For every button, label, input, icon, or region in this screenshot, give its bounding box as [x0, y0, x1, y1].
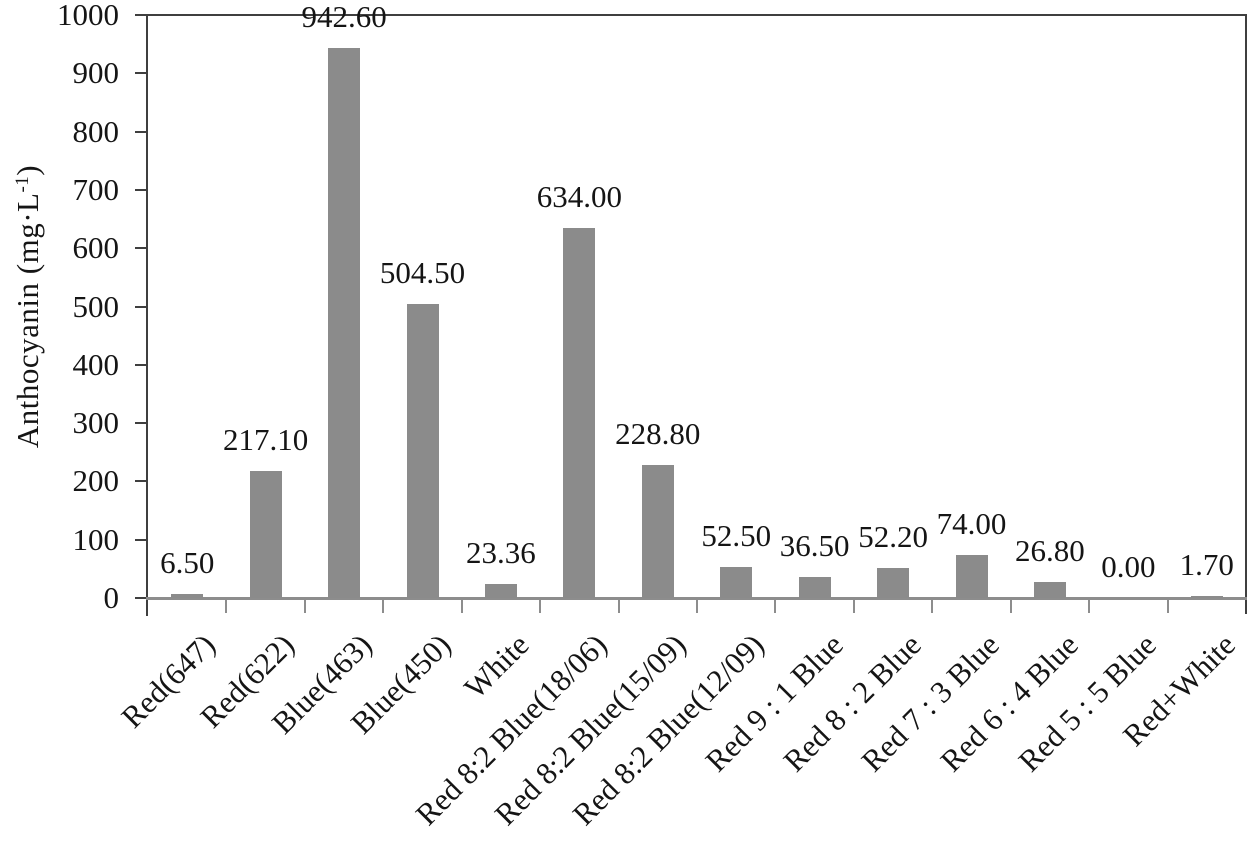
bar	[641, 464, 674, 598]
y-axis-tick-label: 1000	[57, 0, 119, 32]
bar-value-label: 74.00	[936, 505, 1007, 541]
x-axis-tick	[539, 600, 542, 613]
y-axis-tick	[135, 363, 147, 366]
x-axis-tick	[1166, 600, 1169, 613]
bar	[798, 576, 831, 598]
bar	[249, 471, 282, 598]
y-axis-tick-label: 200	[72, 463, 120, 499]
bar-value-label: 52.50	[701, 518, 772, 554]
x-axis-tick	[460, 600, 463, 613]
bar-value-label: 0.00	[1101, 549, 1156, 584]
bar	[1190, 595, 1223, 598]
y-axis-tick-label: 500	[72, 288, 120, 324]
y-axis-tick-label: 300	[72, 405, 120, 441]
y-axis-tick	[135, 247, 147, 250]
bar-value-label: 1.70	[1179, 546, 1234, 582]
y-axis-tick-label: 400	[72, 346, 120, 382]
bar-value-label: 36.50	[779, 527, 850, 563]
bar	[171, 594, 204, 598]
bar-value-label: 26.80	[1015, 533, 1085, 569]
y-axis-tick	[135, 72, 147, 75]
bar	[484, 584, 517, 598]
x-axis-tick	[1009, 600, 1012, 613]
y-axis-tick-label: 900	[72, 55, 120, 91]
bar	[328, 48, 361, 598]
bar	[720, 567, 753, 598]
y-axis-tick	[135, 480, 147, 483]
x-axis-tick	[382, 600, 385, 613]
x-axis-tick	[303, 600, 306, 613]
bar-value-label: 228.80	[615, 415, 701, 451]
bar-value-label: 217.10	[223, 422, 309, 458]
bar-value-label: 634.00	[536, 179, 622, 215]
y-axis-tick	[135, 597, 147, 599]
x-axis-tick	[774, 600, 777, 613]
bar	[877, 567, 910, 598]
x-axis-line	[146, 597, 1247, 600]
y-axis-tick-label: 600	[72, 230, 120, 266]
bar	[563, 228, 596, 598]
x-axis-tick	[225, 600, 228, 613]
bar-value-label: 6.50	[160, 545, 215, 581]
x-axis-tick	[696, 600, 698, 613]
bar-value-label: 942.60	[301, 0, 387, 35]
x-axis-tick	[931, 600, 934, 613]
y-axis-tick-label: 700	[72, 171, 120, 207]
bar-value-label: 23.36	[466, 535, 536, 571]
y-axis-tick	[135, 305, 147, 308]
x-axis-tick	[852, 600, 855, 613]
y-axis-tick-label: 0	[103, 580, 120, 615]
bar-value-label: 52.20	[858, 518, 928, 554]
bar	[1033, 582, 1066, 598]
bar-value-label: 504.50	[379, 254, 466, 290]
x-axis-tick	[617, 600, 620, 613]
y-axis-tick-label: 100	[72, 521, 120, 557]
y-axis-tick	[135, 538, 147, 541]
y-axis-line	[146, 14, 148, 616]
y-axis-tick-label: 800	[72, 113, 120, 149]
plot-frame-top	[146, 14, 1247, 16]
x-axis-tick	[1088, 600, 1091, 613]
plot-frame-right	[1245, 14, 1247, 614]
y-axis-tick	[135, 422, 147, 425]
y-axis-tick	[135, 188, 147, 191]
bar	[955, 554, 988, 598]
y-axis-tick	[135, 130, 147, 133]
y-axis-tick	[135, 14, 147, 16]
bar	[406, 303, 439, 598]
